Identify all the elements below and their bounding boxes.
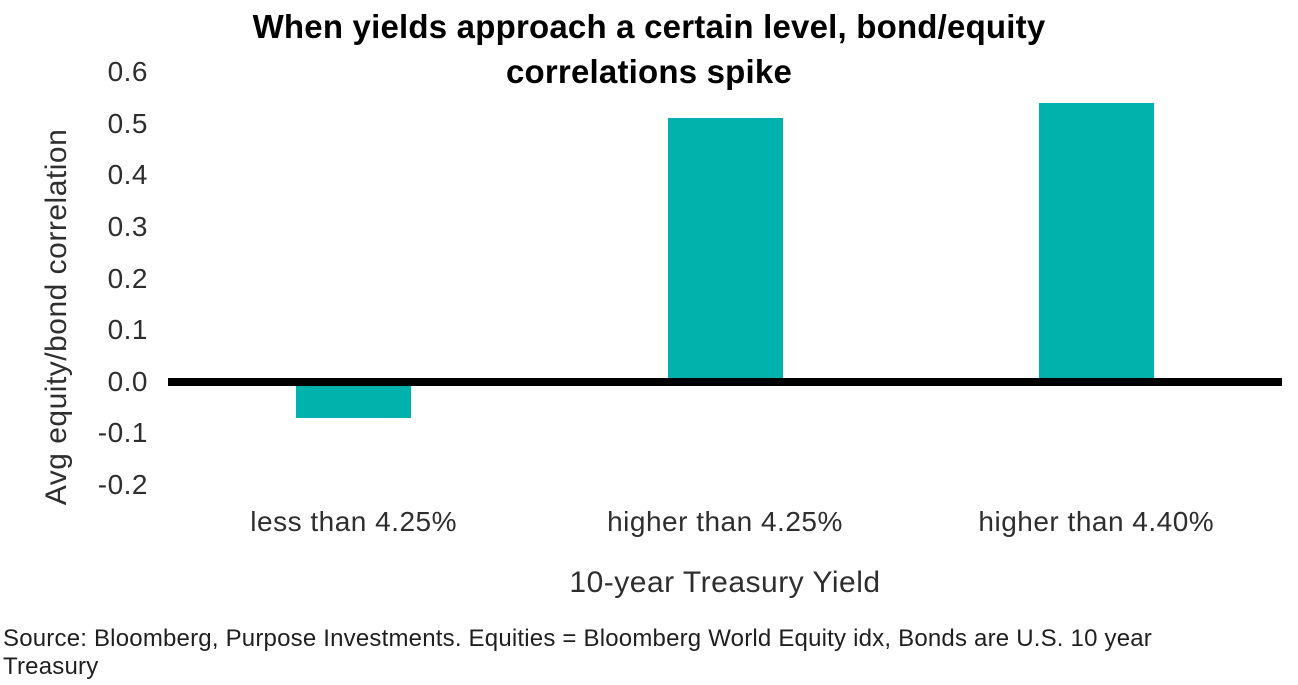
y-tick-label: 0.2 — [107, 262, 148, 294]
chart-title: When yields approach a certain level, bo… — [252, 8, 1046, 90]
y-tick-label: 0.4 — [107, 159, 148, 191]
zero-axis-line — [168, 377, 1282, 386]
x-tick-label: higher than 4.25% — [607, 506, 843, 537]
bar — [667, 118, 783, 382]
y-tick-label: -0.2 — [97, 469, 148, 500]
y-tick-label: 0.1 — [107, 314, 148, 346]
bar — [296, 381, 412, 418]
x-tick-label: higher than 4.40% — [978, 506, 1215, 537]
y-tick-label: 0.5 — [107, 107, 148, 139]
y-tick-label: 0.6 — [107, 56, 148, 87]
x-axis-label: 10-year Treasury Yield — [569, 566, 881, 599]
y-tick-label: 0.0 — [107, 365, 148, 397]
x-tick-label: less than 4.25% — [250, 506, 458, 537]
y-tick-label: -0.1 — [97, 417, 148, 449]
source-note: Source: Bloomberg, Purpose Investments. … — [3, 625, 1152, 680]
y-tick-label: 0.3 — [107, 210, 148, 242]
bar — [1038, 102, 1154, 382]
